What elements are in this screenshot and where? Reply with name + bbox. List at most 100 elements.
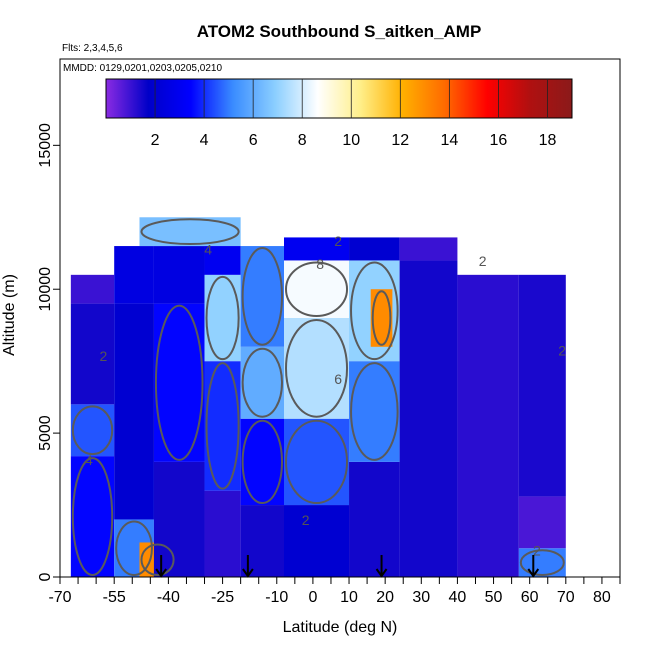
contour-line <box>350 261 399 361</box>
contour-line <box>241 247 283 346</box>
x-tick-label: 70 <box>557 589 575 606</box>
dates-note: MMDD: 0129,0201,0203,0205,0210 <box>63 63 222 74</box>
heatmap-cell <box>284 318 350 419</box>
contour-line <box>140 543 175 577</box>
contour-line <box>71 405 114 456</box>
contour-label: 8 <box>316 256 324 272</box>
flight-arrows <box>155 555 540 578</box>
heatmap-cell <box>399 260 458 577</box>
heatmap-cell <box>284 505 350 577</box>
chart-title: ATOM2 Southbound S_aitken_AMP <box>197 22 482 41</box>
heatmap-cell <box>349 461 400 577</box>
heatmap-cell <box>240 418 284 506</box>
heatmap-cell <box>70 404 115 457</box>
y-tick-label: 15000 <box>37 123 54 168</box>
flight-arrow <box>155 555 167 578</box>
contour-label: 2 <box>558 342 566 358</box>
x-tick-label: -40 <box>157 589 180 606</box>
heatmap-cell <box>204 246 241 275</box>
contour-line <box>285 261 349 318</box>
x-tick-label: 60 <box>521 589 539 606</box>
colorbar-rect <box>105 78 573 119</box>
contour-label: 2 <box>334 233 342 249</box>
colorbar-tick-label: 2 <box>151 132 160 149</box>
heatmap-cell <box>70 274 115 304</box>
heatmap-cell <box>518 548 566 577</box>
flight-arrow <box>527 555 540 578</box>
heatmap-cell <box>284 418 350 506</box>
contour-line <box>371 290 392 346</box>
contour-line <box>285 419 349 505</box>
y-tick-label: 0 <box>37 572 54 581</box>
contour-line <box>205 275 240 361</box>
heatmap-cell <box>349 361 400 462</box>
heatmap-cell <box>70 456 115 577</box>
contour-line <box>115 520 153 577</box>
colorbar-tick-label: 6 <box>249 132 258 149</box>
heatmap-cell <box>284 237 350 261</box>
heatmap-cell <box>114 246 154 304</box>
plot-frame <box>59 58 621 578</box>
colorbar-tick-label: 16 <box>490 132 508 149</box>
colorbar-tick-label: 14 <box>440 132 458 149</box>
colorbar: 2 4 6 8 10 12 14 16 18 <box>105 78 573 149</box>
x-tick-label: 80 <box>593 589 611 606</box>
x-axis-title: Latitude (deg N) <box>283 619 398 636</box>
heatmap-cell <box>204 490 241 577</box>
x-tick-label: 10 <box>340 589 358 606</box>
x-tick-label: -70 <box>48 589 71 606</box>
heatmap-cell <box>153 461 205 577</box>
contour-label: 4 <box>85 452 93 468</box>
heatmap-cell <box>240 346 284 419</box>
axes: -70 -55 -40 -25 -10 0 10 20 30 40 50 60 70 80 0 5000 100… <box>37 123 621 606</box>
heatmap-cell <box>204 274 241 362</box>
heatmap-cell <box>370 289 393 347</box>
flights-note: Flts: 2,3,4,5,6 <box>62 43 123 54</box>
x-tick-label: 20 <box>376 589 394 606</box>
contour-line <box>71 457 114 576</box>
x-tick-label: 50 <box>485 589 503 606</box>
contour-label: 2 <box>99 348 107 364</box>
heatmap-cell <box>399 237 458 261</box>
heatmap-cell <box>457 274 519 577</box>
x-tick-label: -55 <box>103 589 126 606</box>
contour-line <box>285 319 349 418</box>
y-axis-title: Altitude (m) <box>1 274 18 356</box>
contour-label: 4 <box>204 242 212 258</box>
colorbar-tick-label: 10 <box>342 132 360 149</box>
heatmap-cell <box>204 361 241 491</box>
contour-line <box>140 218 240 246</box>
contour-line <box>241 347 283 418</box>
colorbar-tick-label: 18 <box>539 132 557 149</box>
contour-label: 2 <box>533 542 541 558</box>
heatmap-cell <box>153 303 205 462</box>
x-tick-label: 40 <box>449 589 467 606</box>
x-tick-label: 30 <box>412 589 430 606</box>
heatmap-cell <box>349 237 400 261</box>
heatmap-cell <box>70 303 115 405</box>
colorbar-tick-label: 8 <box>298 132 307 149</box>
flight-arrow <box>242 555 254 578</box>
x-tick-label: -10 <box>265 589 288 606</box>
y-tick-label: 5000 <box>37 415 54 451</box>
x-tick-label: 0 <box>308 589 317 606</box>
heatmap-cell <box>153 246 205 304</box>
x-tick-label: -25 <box>211 589 234 606</box>
contour-label: 2 <box>479 253 487 269</box>
contour-line <box>205 362 240 490</box>
flight-arrow <box>375 555 388 578</box>
contour-line <box>241 419 283 505</box>
y-tick-label: 10000 <box>37 267 54 312</box>
heatmap-cell <box>518 274 566 497</box>
contour-label: 2 <box>302 512 310 528</box>
colorbar-tick-label: 12 <box>391 132 409 149</box>
heatmap-cell <box>139 217 241 247</box>
heatmap-cell <box>518 496 566 549</box>
heatmap-cell <box>114 303 154 520</box>
contour-line <box>519 549 565 576</box>
contour-line <box>154 304 204 461</box>
contour-line <box>350 362 399 461</box>
colorbar-tick-label: 4 <box>200 132 209 149</box>
